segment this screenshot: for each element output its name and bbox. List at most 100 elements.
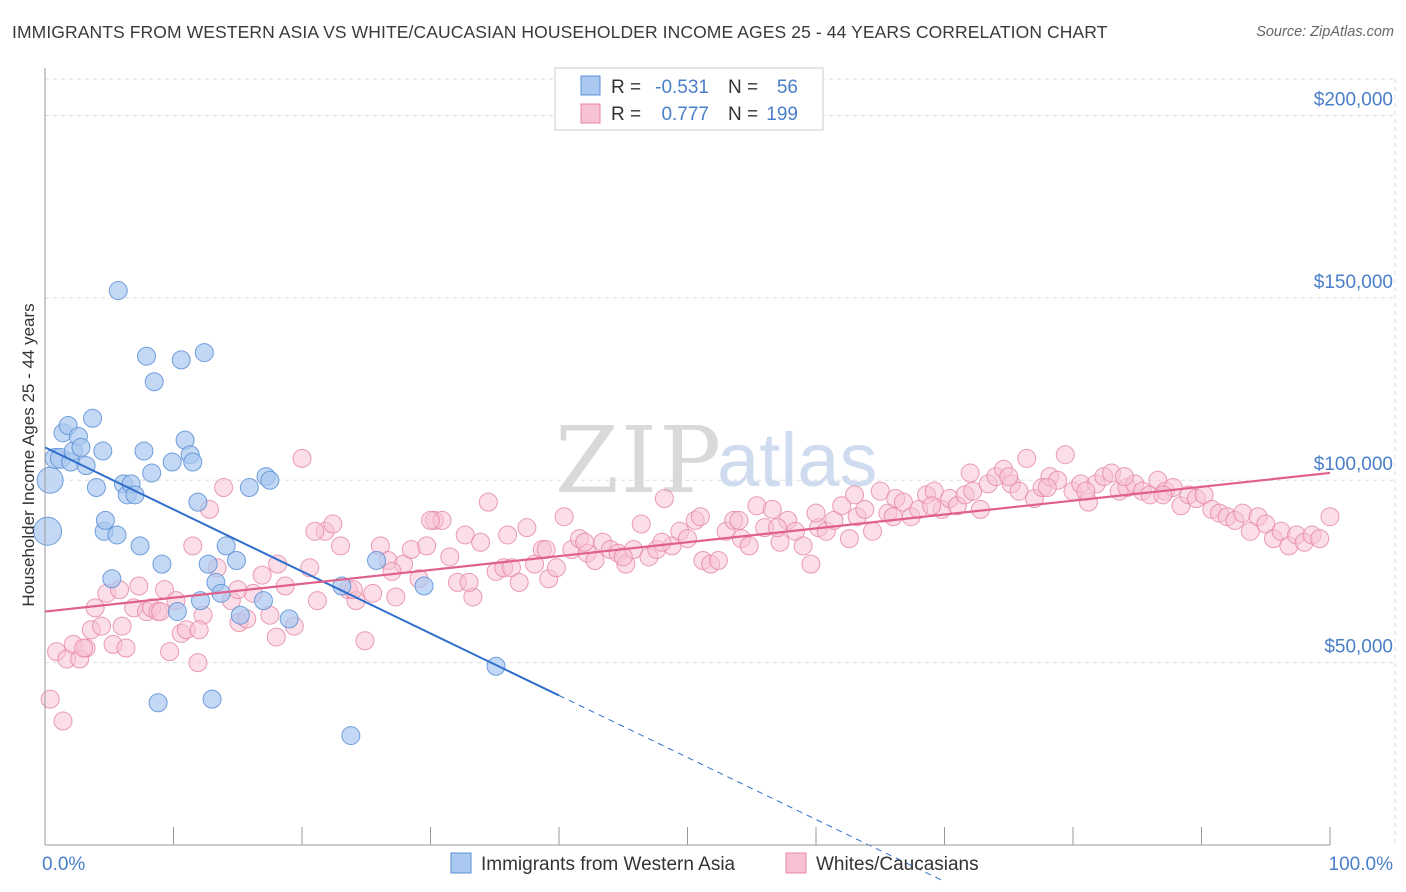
whites-point-15: [129, 576, 149, 596]
whites-point-178: [266, 627, 286, 647]
stats-n-label-1: N =: [728, 77, 758, 98]
whites-point-196: [960, 463, 980, 483]
whites-point-182: [421, 510, 440, 530]
x-tick-label-0: 0.0%: [42, 854, 85, 875]
whites-point-193: [845, 485, 865, 505]
whites-point-68: [517, 518, 537, 538]
immigrants-point-44: [226, 550, 246, 570]
whites-point-171: [1310, 529, 1330, 549]
immigrants-point-23: [130, 536, 150, 556]
whites-point-186: [575, 532, 595, 552]
y-tick-label-3: $200,000: [1314, 89, 1393, 110]
immigrants-point-24: [134, 441, 154, 461]
whites-point-138: [1055, 445, 1075, 465]
whites-point-13: [116, 638, 136, 658]
whites-point-43: [323, 514, 343, 534]
immigrants-point-32: [171, 350, 191, 370]
immigrants-point-18: [108, 281, 128, 301]
whites-point-189: [690, 507, 710, 527]
whites-point-181: [382, 561, 402, 581]
whites-point-164: [1256, 514, 1276, 534]
whites-point-83: [631, 514, 651, 534]
immigrants-point-49: [253, 591, 273, 611]
y-axis-title: Householder Income Ages 25 - 44 years: [19, 303, 38, 606]
whites-point-126: [963, 481, 983, 501]
whites-point-179: [305, 521, 325, 541]
immigrants-point-13: [93, 441, 113, 461]
whites-point-132: [1009, 481, 1029, 501]
immigrants-point-1: [36, 466, 64, 494]
immigrants-point-31: [167, 602, 187, 622]
x-tick-label-1: 100.0%: [1329, 854, 1394, 875]
whites-point-100: [762, 499, 782, 519]
whites-point-0: [40, 689, 60, 709]
whites-point-176: [189, 620, 209, 640]
whites-point-47: [355, 631, 375, 651]
immigrants-point-47: [260, 470, 280, 490]
immigrants-point-45: [239, 478, 259, 498]
whites-point-104: [793, 536, 813, 556]
series-legend: Immigrants from Western Asia Whites/Cauc…: [450, 852, 979, 875]
immigrants-point-29: [152, 554, 172, 574]
immigrants-point-16: [102, 569, 122, 589]
whites-point-192: [806, 503, 826, 523]
whites-point-73: [554, 507, 574, 527]
whites-point-194: [883, 507, 903, 527]
whites-point-198: [1037, 478, 1057, 498]
stats-r-label-2: R =: [611, 104, 641, 125]
whites-point-63: [478, 492, 498, 512]
whites-point-60: [455, 525, 475, 545]
whites-point-24: [183, 536, 203, 556]
immigrants-point-48: [230, 605, 250, 625]
immigrants-point-30: [162, 452, 182, 472]
whites-point-110: [839, 529, 859, 549]
whites-point-109: [832, 496, 852, 516]
watermark: ZIP atlas: [555, 407, 878, 514]
whites-point-173: [74, 638, 94, 658]
immigrants-point-43: [216, 536, 236, 556]
whites-points: [40, 445, 1340, 731]
whites-point-112: [855, 499, 875, 519]
series-legend-swatch-whites: [785, 852, 807, 874]
whites-trend-line: [44, 471, 1331, 613]
whites-point-199: [1076, 481, 1096, 501]
whites-point-39: [292, 448, 312, 468]
whites-point-44: [331, 536, 351, 556]
whites-point-184: [498, 525, 518, 545]
y-tick-label-2: $150,000: [1314, 272, 1393, 293]
stats-legend-swatch-blue: [580, 75, 601, 96]
immigrants-point-53: [367, 550, 387, 570]
y-tick-label-0: $50,000: [1324, 637, 1393, 658]
immigrants-point-10: [76, 456, 96, 476]
whites-point-51: [386, 587, 406, 607]
immigrants-point-40: [202, 689, 222, 709]
whites-point-114: [870, 481, 890, 501]
axes: [44, 68, 1331, 846]
whites-point-36: [268, 554, 288, 574]
trend-lines: [44, 446, 1331, 882]
chart-title: IMMIGRANTS FROM WESTERN ASIA VS WHITE/CA…: [12, 22, 1108, 42]
whites-point-29: [214, 478, 234, 498]
immigrants-point-39: [198, 554, 218, 574]
whites-point-55: [417, 536, 437, 556]
whites-point-34: [252, 565, 272, 585]
source-credit: Source: ZipAtlas.com: [1256, 24, 1394, 40]
whites-point-67: [509, 572, 529, 592]
immigrants-point-50: [279, 609, 299, 629]
whites-point-93: [708, 550, 728, 570]
immigrants-point-9: [71, 437, 91, 457]
series-legend-label-whites: Whites/Caucasians: [816, 854, 979, 875]
immigrants-point-15: [95, 510, 115, 530]
watermark-zip: ZIP: [555, 407, 723, 514]
whites-point-197: [999, 467, 1019, 487]
whites-point-117: [893, 492, 913, 512]
whites-point-66: [501, 558, 521, 578]
series-legend-label-immigrants: Immigrants from Western Asia: [481, 854, 736, 875]
whites-point-86: [654, 488, 674, 508]
whites-point-195: [922, 496, 942, 516]
immigrants-point-28: [148, 693, 168, 713]
stats-r-value-1: -0.531: [655, 77, 709, 98]
whites-point-174: [112, 616, 132, 636]
whites-point-72: [546, 558, 566, 578]
whites-point-48: [363, 583, 383, 603]
